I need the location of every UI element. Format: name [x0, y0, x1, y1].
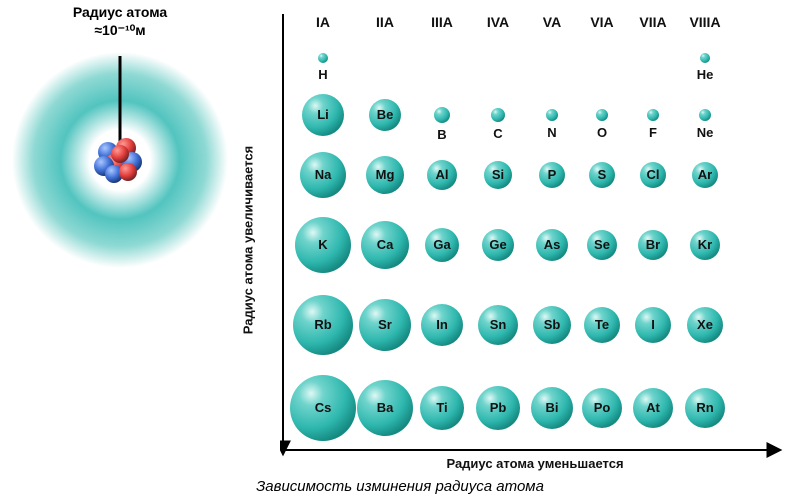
element-label-Na: Na	[303, 167, 343, 182]
element-label-Ba: Ba	[365, 400, 405, 415]
element-label-Ga: Ga	[422, 237, 462, 252]
sphere-B	[434, 107, 450, 123]
sphere-Ne	[699, 109, 711, 121]
atom-title-1: Радиус атома	[0, 4, 240, 20]
element-label-Sb: Sb	[532, 317, 572, 332]
element-label-Al: Al	[422, 167, 462, 182]
element-label-Bi: Bi	[532, 400, 572, 415]
element-label-Ti: Ti	[422, 400, 462, 415]
element-label-Ar: Ar	[685, 167, 725, 182]
element-label-Pb: Pb	[478, 400, 518, 415]
element-label-S: S	[582, 167, 622, 182]
element-label-Po: Po	[582, 400, 622, 415]
element-label-Sn: Sn	[478, 317, 518, 332]
element-label-Be: Be	[365, 107, 405, 122]
element-label-Ca: Ca	[365, 237, 405, 252]
sphere-F	[647, 109, 659, 121]
element-label-O: O	[582, 125, 622, 140]
sphere-H	[318, 53, 328, 63]
element-label-C: C	[478, 126, 518, 141]
element-label-Li: Li	[303, 107, 343, 122]
element-label-Ne: Ne	[685, 125, 725, 140]
element-label-B: B	[422, 127, 462, 142]
element-label-Se: Se	[582, 237, 622, 252]
element-label-Xe: Xe	[685, 317, 725, 332]
atom-illustration	[8, 48, 232, 272]
element-label-N: N	[532, 125, 572, 140]
element-label-Rn: Rn	[685, 400, 725, 415]
element-label-In: In	[422, 317, 462, 332]
element-label-P: P	[532, 167, 572, 182]
element-label-Br: Br	[633, 237, 673, 252]
element-label-H: H	[303, 67, 343, 82]
sphere-N	[546, 109, 558, 121]
element-label-Cl: Cl	[633, 167, 673, 182]
element-label-Si: Si	[478, 167, 518, 182]
element-label-Kr: Kr	[685, 237, 725, 252]
element-label-At: At	[633, 400, 673, 415]
caption: Зависимость изминения радиуса атома	[170, 478, 630, 495]
element-label-Ge: Ge	[478, 237, 518, 252]
element-label-Sr: Sr	[365, 317, 405, 332]
element-label-Cs: Cs	[303, 400, 343, 415]
y-axis-label: Радиус атома увеличивается	[241, 146, 256, 334]
atom-title-2: ≈10⁻¹⁰м	[0, 22, 240, 39]
sphere-He	[700, 53, 710, 63]
element-label-I: I	[633, 317, 673, 332]
sphere-C	[491, 108, 505, 122]
element-label-Te: Te	[582, 317, 622, 332]
sphere-O	[596, 109, 608, 121]
x-axis-label: Радиус атома уменьшается	[300, 456, 770, 471]
element-label-F: F	[633, 125, 673, 140]
element-label-Rb: Rb	[303, 317, 343, 332]
element-label-He: He	[685, 67, 725, 82]
element-label-As: As	[532, 237, 572, 252]
element-label-Mg: Mg	[365, 167, 405, 182]
element-label-K: K	[303, 237, 343, 252]
